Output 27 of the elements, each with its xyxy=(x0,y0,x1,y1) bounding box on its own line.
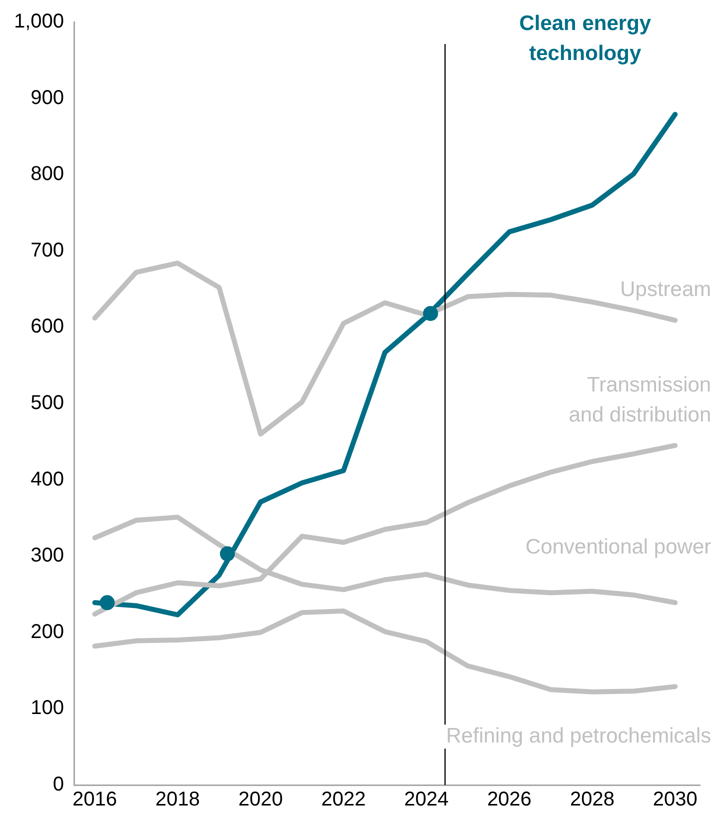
text: Clean energy technology xyxy=(519,12,652,66)
series-label: Upstream xyxy=(620,278,712,302)
y-tick-label: 800 xyxy=(30,163,64,186)
x-tick-label: 2026 xyxy=(487,788,532,811)
y-tick-label: 400 xyxy=(30,468,64,490)
y-tick-label: 700 xyxy=(30,239,64,262)
series-label: Conventional power xyxy=(526,535,712,558)
x-tick-label: 2016 xyxy=(72,788,118,811)
y-tick-label: 1,000 xyxy=(14,10,64,33)
point xyxy=(100,595,115,610)
text: Refining and petrochemicals xyxy=(446,724,712,748)
y-tick-label: 600 xyxy=(30,316,64,338)
y-tick-label: 0 xyxy=(52,774,64,796)
y-tick-label: 500 xyxy=(30,392,64,414)
x-tick-label: 2018 xyxy=(155,788,200,811)
y-tick-label: 900 xyxy=(30,86,64,109)
x-tick-label: 2022 xyxy=(321,788,366,811)
series-label: Transmission and distribution xyxy=(568,373,712,426)
point xyxy=(423,306,438,321)
x-tick-label: 2020 xyxy=(238,788,283,811)
point xyxy=(220,546,235,562)
y-tick-label: 300 xyxy=(30,544,64,567)
x-tick-label: 2028 xyxy=(570,788,614,811)
x-tick-label: 2030 xyxy=(652,788,698,811)
x-tick-label: 2024 xyxy=(404,788,449,811)
y-tick-label: 100 xyxy=(30,697,64,720)
y-tick-label: 200 xyxy=(30,620,64,643)
